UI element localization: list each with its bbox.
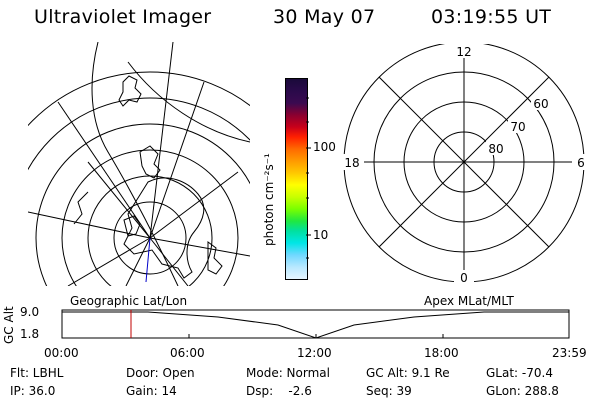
mlt-0-label: 0 [460,271,468,285]
strip-frame [61,309,570,339]
altitude-strip-plot [61,309,570,339]
mlt-12-label: 12 [456,45,471,59]
info-gain: Gain: 14 [126,384,177,398]
meridian-lines [28,42,250,286]
info-gc-alt: GC Alt: 9.1 Re [366,366,450,380]
mlat-70-label: 70 [510,120,525,134]
info-mode: Mode: Normal [246,366,330,380]
geographic-map [28,42,250,286]
info-glon: GLon: 288.8 [486,384,559,398]
colorbar-ticks [306,97,311,259]
time-tick-3: 18:00 [424,346,459,360]
time-label: 03:19:55 UT [431,6,552,28]
geographic-caption: Geographic Lat/Lon [70,294,188,308]
orbit-track [145,237,151,283]
colorbar-tick-100: 100 [313,140,336,154]
outer-curve [127,61,250,143]
apex-caption: Apex MLat/MLT [424,294,514,308]
info-glat: GLat: -70.4 [486,366,553,380]
time-tick-2: 12:00 [297,346,332,360]
date-label: 30 May 07 [273,6,376,28]
info-ip: IP: 36.0 [10,384,56,398]
info-door: Door: Open [126,366,195,380]
mlat-60-label: 60 [533,97,548,111]
time-tick-4: 23:59 [552,346,587,360]
mlt-18-label: 18 [344,156,359,170]
instrument-title: Ultraviolet Imager [34,6,212,28]
colorbar-tick-10: 10 [313,228,329,242]
time-tick-0: 00:00 [44,346,79,360]
alt-tick-low: 1.8 [20,327,40,341]
colorbar-unit-label: photon cm⁻²s⁻¹ [262,153,276,246]
continent-outlines [73,75,223,279]
mlt-6-label: 6 [577,156,585,170]
latitude-rings [28,71,250,286]
mlat-80-label: 80 [488,142,503,156]
gc-alt-axis-label: GC Alt [2,306,16,344]
info-dsp: Dsp: -2.6 [246,384,312,398]
info-seq: Seq: 39 [366,384,412,398]
alt-tick-high: 9.0 [20,305,40,319]
polar-plot: 12 0 18 6 60 70 80 [340,44,590,285]
terminator-curve [91,42,179,286]
color-scale-bar [285,78,308,280]
time-tick-1: 06:00 [170,346,205,360]
info-filter: Flt: LBHL [10,366,64,380]
